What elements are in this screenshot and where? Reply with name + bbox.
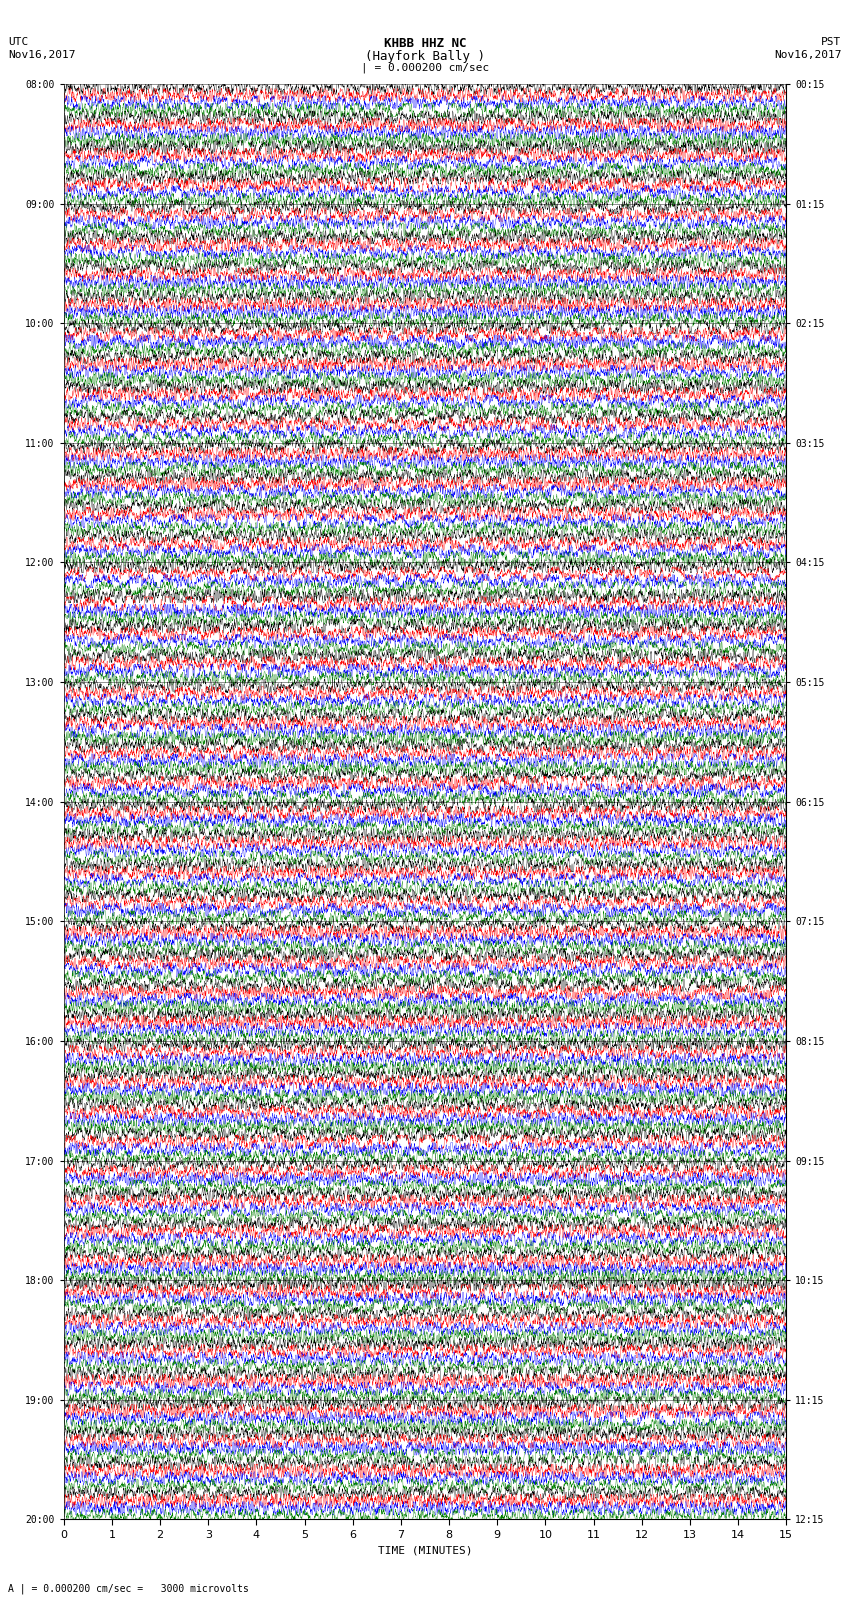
Text: | = 0.000200 cm/sec: | = 0.000200 cm/sec <box>361 63 489 74</box>
Text: Nov16,2017: Nov16,2017 <box>774 50 842 60</box>
Text: PST: PST <box>821 37 842 47</box>
Text: (Hayfork Bally ): (Hayfork Bally ) <box>365 50 485 63</box>
Text: Nov16,2017: Nov16,2017 <box>8 50 76 60</box>
Text: UTC: UTC <box>8 37 29 47</box>
Text: A | = 0.000200 cm/sec =   3000 microvolts: A | = 0.000200 cm/sec = 3000 microvolts <box>8 1582 249 1594</box>
Text: KHBB HHZ NC: KHBB HHZ NC <box>383 37 467 50</box>
X-axis label: TIME (MINUTES): TIME (MINUTES) <box>377 1545 473 1555</box>
